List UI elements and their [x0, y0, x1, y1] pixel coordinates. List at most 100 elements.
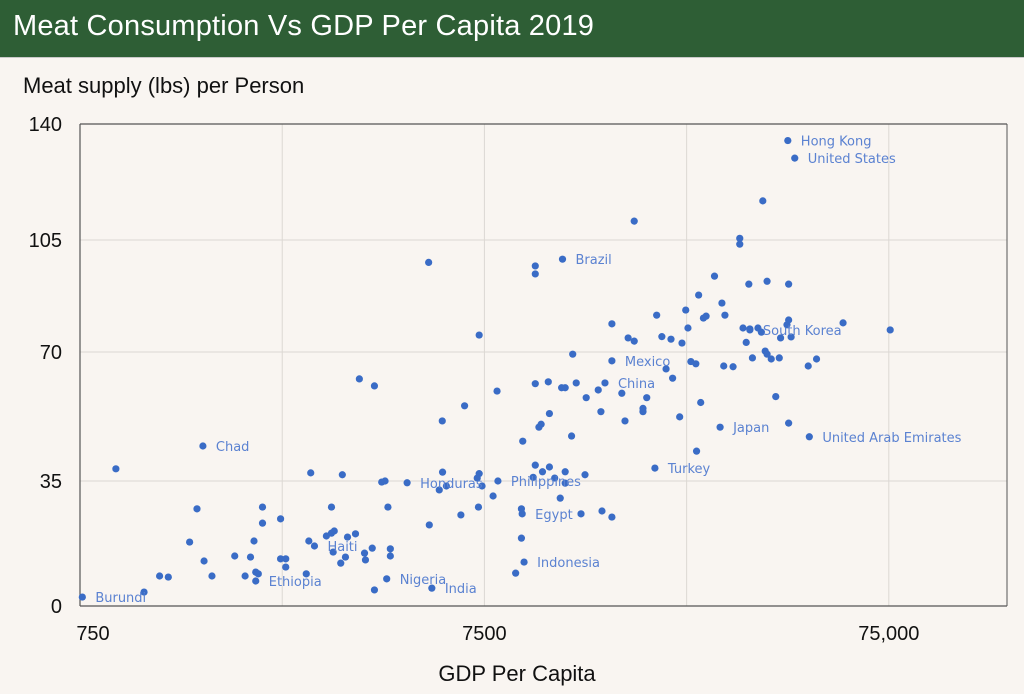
data-point: [594, 386, 602, 394]
data-point: [475, 470, 483, 478]
data-point: [341, 553, 350, 561]
data-point: [767, 355, 775, 363]
data-point: [200, 557, 208, 565]
data-point: [517, 505, 526, 513]
y-tick-label: 105: [29, 230, 62, 252]
data-point: [597, 408, 605, 416]
data-point: [381, 477, 389, 485]
data-point: [386, 552, 394, 560]
data-point: [558, 255, 567, 263]
data-point: [805, 433, 813, 441]
data-point: [307, 469, 315, 477]
data-point: [457, 511, 465, 519]
data-point: [474, 503, 483, 511]
data-point: [739, 324, 747, 332]
point-label: China: [618, 377, 655, 392]
x-tick-label: 75,000: [858, 623, 919, 645]
data-point: [282, 563, 290, 571]
data-point: [776, 334, 785, 342]
data-point: [577, 510, 585, 518]
data-point: [763, 277, 771, 285]
data-point: [785, 280, 793, 288]
data-point: [519, 437, 527, 445]
data-point: [651, 464, 659, 472]
data-point: [537, 420, 545, 428]
chart-title: Meat Consumption Vs GDP Per Capita 2019: [13, 10, 595, 42]
data-point: [186, 538, 194, 546]
data-point: [748, 354, 757, 362]
data-point: [742, 338, 750, 346]
data-point: [572, 379, 580, 387]
data-point: [164, 573, 172, 581]
data-point: [545, 409, 554, 418]
data-point: [775, 354, 783, 362]
point-label: Egypt: [535, 508, 573, 523]
data-point: [630, 217, 638, 225]
data-point: [337, 559, 345, 567]
data-point: [460, 402, 469, 410]
data-point: [360, 549, 369, 557]
data-point: [442, 482, 450, 490]
data-point: [531, 262, 539, 270]
y-tick-label: 0: [51, 596, 62, 618]
data-point: [886, 326, 894, 334]
data-point: [692, 447, 701, 455]
data-point: [682, 306, 690, 314]
data-point: [618, 389, 626, 397]
data-point: [621, 417, 629, 425]
point-label: Burundi: [95, 591, 146, 606]
data-point: [785, 419, 793, 427]
data-point: [361, 556, 370, 564]
data-point: [310, 542, 319, 550]
data-point: [438, 468, 447, 476]
data-point: [231, 552, 239, 560]
data-point: [582, 394, 590, 402]
data-point: [282, 555, 290, 563]
data-point: [720, 362, 728, 370]
data-point: [517, 534, 526, 542]
data-point: [639, 408, 647, 416]
data-point: [746, 325, 754, 333]
data-point: [763, 350, 771, 358]
point-label: Honduras: [420, 477, 483, 492]
data-point: [435, 486, 443, 494]
point-label: India: [445, 582, 477, 597]
data-point: [608, 357, 616, 365]
data-point: [608, 320, 616, 328]
data-point: [561, 384, 569, 392]
data-point: [494, 477, 502, 485]
data-point: [710, 272, 719, 280]
data-point: [702, 312, 710, 320]
data-point: [438, 417, 446, 425]
data-point: [624, 334, 632, 342]
point-label: Mexico: [625, 355, 670, 370]
point-label: Haiti: [327, 540, 357, 555]
data-point: [676, 413, 684, 421]
data-point: [208, 572, 216, 580]
data-point: [368, 544, 376, 552]
data-point: [384, 503, 392, 511]
data-point: [643, 394, 651, 402]
data-point: [489, 492, 497, 500]
data-point: [736, 234, 744, 242]
point-label: Chad: [216, 440, 250, 455]
data-point: [276, 555, 285, 563]
data-point: [383, 575, 391, 583]
data-point: [697, 398, 705, 407]
data-point: [538, 468, 547, 476]
point-label: Turkey: [667, 462, 711, 477]
y-axis-title: Meat supply (lbs) per Person: [23, 73, 305, 98]
data-point: [531, 270, 539, 278]
data-point: [512, 569, 520, 577]
data-point: [556, 494, 564, 502]
data-point: [667, 335, 675, 343]
data-point: [531, 380, 539, 388]
data-point: [529, 473, 537, 481]
data-point: [658, 333, 666, 341]
point-label: Indonesia: [537, 556, 600, 571]
data-point: [351, 530, 360, 538]
data-point: [684, 324, 692, 332]
data-point: [716, 423, 724, 431]
data-point: [343, 533, 352, 541]
point-label: United Arab Emirates: [822, 431, 961, 446]
